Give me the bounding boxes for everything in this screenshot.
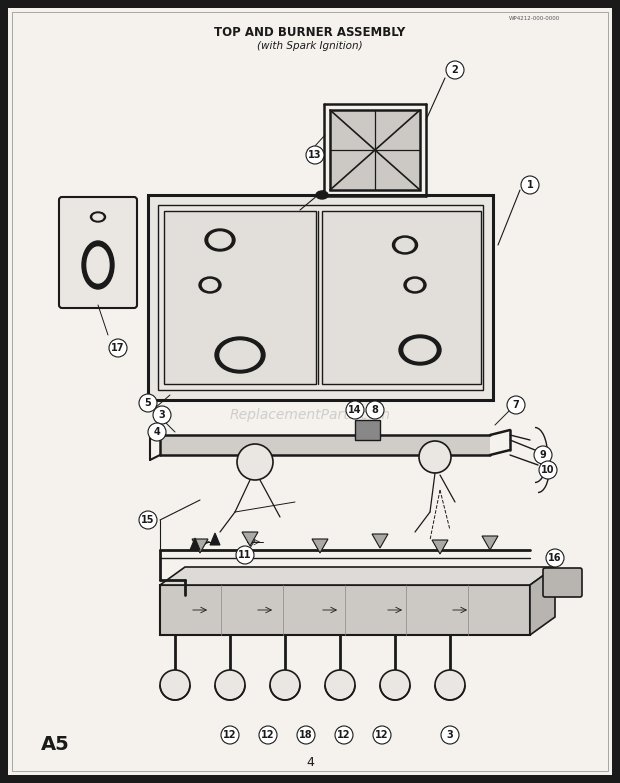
Circle shape — [539, 461, 557, 479]
Text: 10: 10 — [541, 465, 555, 475]
Polygon shape — [242, 532, 258, 546]
Circle shape — [521, 176, 539, 194]
Text: 17: 17 — [111, 343, 125, 353]
Circle shape — [148, 423, 166, 441]
Text: ReplacementParts.com: ReplacementParts.com — [229, 408, 391, 422]
Text: 12: 12 — [261, 730, 275, 740]
Text: 12: 12 — [223, 730, 237, 740]
Circle shape — [546, 549, 564, 567]
Circle shape — [325, 670, 355, 700]
Circle shape — [346, 401, 364, 419]
Text: 11: 11 — [238, 550, 252, 560]
Circle shape — [297, 726, 315, 744]
Text: A5: A5 — [41, 735, 69, 755]
Text: 8: 8 — [371, 405, 378, 415]
Ellipse shape — [316, 191, 328, 199]
Circle shape — [237, 444, 273, 480]
Circle shape — [236, 546, 254, 564]
Ellipse shape — [220, 341, 260, 369]
Bar — [322, 211, 481, 384]
Polygon shape — [190, 538, 200, 550]
Ellipse shape — [205, 229, 235, 251]
Bar — [158, 205, 483, 390]
Polygon shape — [432, 540, 448, 554]
Text: 13: 13 — [308, 150, 322, 160]
Text: WP4212-000-0000: WP4212-000-0000 — [509, 16, 560, 20]
Circle shape — [306, 146, 324, 164]
Text: 5: 5 — [144, 398, 151, 408]
Text: 3: 3 — [159, 410, 166, 420]
Text: 9: 9 — [539, 450, 546, 460]
Text: (with Spark Ignition): (with Spark Ignition) — [257, 41, 363, 51]
Ellipse shape — [215, 337, 265, 373]
Polygon shape — [210, 533, 220, 545]
Text: 4: 4 — [306, 756, 314, 768]
Text: 12: 12 — [337, 730, 351, 740]
Circle shape — [160, 670, 190, 700]
Polygon shape — [372, 534, 388, 548]
Circle shape — [221, 726, 239, 744]
Ellipse shape — [392, 236, 417, 254]
Bar — [148, 195, 493, 400]
Polygon shape — [482, 536, 498, 550]
FancyBboxPatch shape — [543, 568, 582, 597]
Text: 4: 4 — [154, 427, 161, 437]
Bar — [160, 585, 530, 635]
Ellipse shape — [396, 239, 414, 251]
Circle shape — [534, 446, 552, 464]
Ellipse shape — [399, 335, 441, 365]
Ellipse shape — [404, 339, 436, 361]
Ellipse shape — [199, 277, 221, 293]
Polygon shape — [192, 539, 208, 553]
Ellipse shape — [93, 214, 103, 220]
Circle shape — [446, 61, 464, 79]
Bar — [164, 211, 316, 384]
Circle shape — [419, 441, 451, 473]
Text: TOP AND BURNER ASSEMBLY: TOP AND BURNER ASSEMBLY — [215, 26, 405, 38]
Circle shape — [215, 670, 245, 700]
Ellipse shape — [91, 212, 105, 222]
Text: 7: 7 — [513, 400, 520, 410]
Text: 16: 16 — [548, 553, 562, 563]
Text: 1: 1 — [526, 180, 533, 190]
Circle shape — [139, 394, 157, 412]
Ellipse shape — [209, 232, 231, 248]
Text: 12: 12 — [375, 730, 389, 740]
Circle shape — [259, 726, 277, 744]
Polygon shape — [160, 567, 555, 585]
Ellipse shape — [407, 280, 422, 290]
Text: 18: 18 — [299, 730, 313, 740]
Bar — [330, 110, 420, 190]
Bar — [355, 420, 380, 440]
Bar — [160, 435, 490, 455]
Text: 3: 3 — [446, 730, 453, 740]
Circle shape — [270, 670, 300, 700]
Circle shape — [507, 396, 525, 414]
Circle shape — [435, 670, 465, 700]
Text: 2: 2 — [451, 65, 458, 75]
Text: 14: 14 — [348, 405, 361, 415]
Circle shape — [153, 406, 171, 424]
Polygon shape — [312, 539, 328, 553]
Polygon shape — [530, 567, 555, 635]
Circle shape — [380, 670, 410, 700]
FancyBboxPatch shape — [59, 197, 137, 308]
Circle shape — [366, 401, 384, 419]
Ellipse shape — [404, 277, 426, 293]
Circle shape — [109, 339, 127, 357]
Ellipse shape — [203, 280, 218, 290]
Ellipse shape — [82, 241, 114, 289]
Text: 15: 15 — [141, 515, 155, 525]
Circle shape — [373, 726, 391, 744]
Circle shape — [139, 511, 157, 529]
Circle shape — [441, 726, 459, 744]
Circle shape — [335, 726, 353, 744]
Ellipse shape — [87, 247, 109, 283]
